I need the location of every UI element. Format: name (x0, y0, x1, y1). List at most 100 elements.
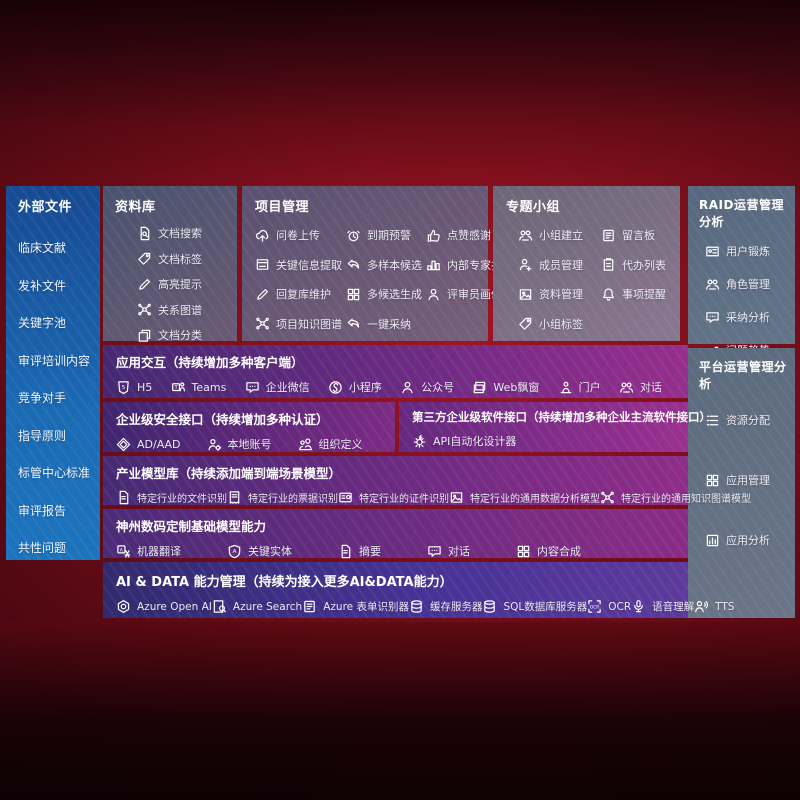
list-item[interactable]: 审评报告 (18, 492, 100, 530)
invoice-recognition-item[interactable]: 特定行业的票据识别 (227, 490, 338, 505)
list-item[interactable]: 共性问题 (18, 529, 100, 567)
summary-item[interactable]: 摘要 (338, 543, 381, 559)
file-recognition-item[interactable]: 特定行业的文件识别 (116, 490, 227, 505)
translate-item[interactable]: A 机器翻译 (116, 543, 181, 559)
band-title: 神州数码定制基础模型能力 (116, 519, 267, 534)
alarm-icon (346, 228, 361, 243)
sql-server-item[interactable]: SQL数据库服务器 (482, 599, 587, 614)
dialog-item[interactable]: 对话 (619, 379, 662, 395)
item-label: 点赞感谢 (447, 229, 491, 242)
h5-item[interactable]: 5 H5 (116, 380, 152, 395)
item-label: 应用管理 (726, 474, 770, 487)
panel-title: 专题小组 (506, 200, 561, 215)
list-item[interactable]: 关键字池 (18, 304, 100, 342)
list-item[interactable]: 发补文件 (18, 267, 100, 305)
sample-reply-item[interactable]: 多样本候选 (346, 257, 422, 273)
item-label: 高亮提示 (158, 278, 202, 291)
candidate-generate-item[interactable]: 多候选生成 (346, 286, 422, 302)
item-label: 留言板 (621, 229, 655, 242)
adoption-analysis-icon (705, 310, 720, 325)
group-tag-item[interactable]: 小组标签 (518, 316, 601, 332)
app-manage-item[interactable]: 应用管理 (705, 472, 795, 488)
project-item-grid: 问卷上传 到期预警 点赞感谢 关键信息提取 多样本候选 内部专家排名 回复库维护 多候选生成评… (255, 227, 513, 332)
item-label: 对话 (639, 381, 662, 394)
list-item[interactable]: 竞争对手 (18, 379, 100, 417)
miniprogram-item[interactable]: 小程序 (328, 379, 382, 395)
list-item[interactable]: 临床文献 (18, 229, 100, 267)
item-label: 公众号 (421, 381, 455, 394)
doc-tag-icon (137, 251, 152, 266)
item-label: 摘要 (359, 545, 381, 558)
knowledge-graph-model-item[interactable]: 特定行业的通用知识图谱模型 (600, 490, 751, 505)
item-label: 关键字池 (18, 316, 67, 331)
expert-ranking-icon (426, 257, 441, 272)
list-item[interactable]: 标管中心标准 (18, 454, 100, 492)
item-label: 问卷上传 (276, 229, 320, 242)
portal-item[interactable]: 门户 (558, 379, 601, 395)
relation-graph-item[interactable]: 关系图谱 (137, 302, 237, 318)
doc-tag-item[interactable]: 文档标签 (137, 251, 237, 267)
doc-search-item[interactable]: 文档搜索 (137, 225, 237, 241)
svg-text:A: A (120, 547, 124, 553)
external-files-sidebar: 外部文件 临床文献 发补文件 关键字池 审评培训内容 竞争对手 指导原则 标管中心标准 审评报… (6, 186, 100, 560)
item-label: 成员管理 (539, 258, 583, 272)
tts-icon (694, 599, 709, 614)
item-label: 缓存服务器 (429, 601, 483, 613)
chat-item[interactable]: 对话 (427, 543, 470, 559)
candidate-generate-icon (346, 287, 361, 302)
message-board-item[interactable]: 留言板 (601, 227, 680, 243)
cache-server-item[interactable]: 缓存服务器 (409, 599, 483, 614)
azure-search-item[interactable]: Azure Search (212, 599, 302, 614)
highlight-pen-item[interactable]: 高亮提示 (137, 276, 237, 292)
form-recognizer-item[interactable]: Azure 表单识别器 (302, 599, 409, 614)
list-item[interactable]: 指导原则 (18, 417, 100, 455)
certificate-recognition-item[interactable]: 特定行业的证件识别 (338, 490, 449, 505)
tts-item[interactable]: TTS (694, 599, 734, 614)
content-compose-item[interactable]: 内容合成 (516, 543, 581, 559)
thumbs-up-item[interactable]: 点赞感谢 (426, 227, 513, 243)
teams-item[interactable]: T Teams (171, 380, 226, 395)
info-extract-item[interactable]: 关键信息提取 (255, 257, 342, 273)
cloud-upload-item[interactable]: 问卷上传 (255, 227, 342, 243)
member-manage-item[interactable]: 成员管理 (518, 257, 601, 273)
org-define-item[interactable]: 组织定义 (298, 436, 363, 452)
wecom-item[interactable]: 企业微信 (245, 379, 310, 395)
speech-item[interactable]: 语音理解 (631, 599, 694, 614)
item-label: 应用分析 (726, 534, 770, 547)
local-account-item[interactable]: 本地账号 (207, 436, 272, 452)
group-create-item[interactable]: 小组建立 (518, 227, 601, 243)
api-designer-item[interactable]: API自动化设计器 (412, 433, 516, 449)
user-card-item[interactable]: 用户锻炼 (705, 243, 795, 259)
one-click-adopt-item[interactable]: 一键采纳 (346, 316, 422, 332)
reminder-bell-item[interactable]: 事项提醒 (601, 286, 680, 302)
role-manage-item[interactable]: 角色管理 (705, 276, 795, 292)
doc-category-item[interactable]: 文档分类 (137, 327, 237, 343)
web-popup-item[interactable]: Web飘窗 (472, 379, 539, 395)
group-item-grid: 小组建立 留言板成员管理 代办列表 资料管理 事项提醒 小组标签 (506, 227, 680, 332)
adoption-analysis-item[interactable]: 采纳分析 (705, 309, 795, 325)
wecom-icon (245, 380, 260, 395)
highlight-pen-icon (137, 277, 152, 292)
raid-item-list: 用户锻炼角色管理采纳分析问题趋势 (699, 243, 795, 358)
material-manage-item[interactable]: 资料管理 (518, 286, 601, 302)
data-analysis-model-item[interactable]: 特定行业的通用数据分析模型 (449, 490, 600, 505)
group-create-icon (518, 228, 533, 243)
knowledge-graph-item[interactable]: 项目知识图谱 (255, 316, 342, 332)
openai-item[interactable]: Azure Open AI (116, 599, 212, 614)
official-account-item[interactable]: 公众号 (400, 379, 454, 395)
sql-server-icon (482, 599, 497, 614)
reply-maintain-item[interactable]: 回复库维护 (255, 286, 342, 302)
reviewer-profile-item[interactable]: 评审员画像 (426, 286, 513, 302)
resource-allocation-item[interactable]: 资源分配 (705, 412, 795, 428)
dialog-icon (619, 380, 634, 395)
ad-aad-item[interactable]: AD/AAD (116, 437, 181, 452)
alarm-item[interactable]: 到期预警 (346, 227, 422, 243)
ocr-item[interactable]: OCR OCR (587, 599, 631, 614)
data-analysis-model-icon (449, 490, 464, 505)
app-analysis-item[interactable]: 应用分析 (705, 532, 795, 548)
list-item[interactable]: 审评培训内容 (18, 342, 100, 380)
reviewer-profile-icon (426, 287, 441, 302)
entity-item[interactable]: A 关键实体 (227, 543, 292, 559)
item-label: OCR (608, 600, 632, 613)
todo-list-item[interactable]: 代办列表 (601, 257, 680, 273)
